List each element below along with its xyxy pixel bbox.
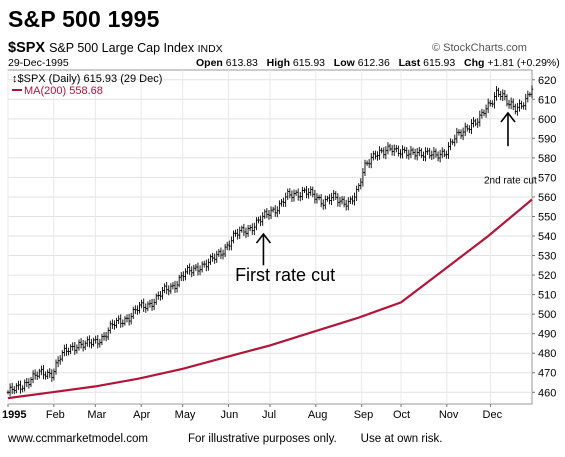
chg-label: Chg (464, 57, 485, 69)
annotation-arrow-head (500, 111, 516, 123)
y-tick-label: 560 (538, 192, 556, 204)
price-bar (530, 85, 534, 99)
high-label: High (266, 57, 290, 69)
y-tick-label: 570 (538, 172, 556, 184)
x-tick-label: 1995 (2, 409, 26, 421)
open-label: Open (196, 57, 223, 69)
ma200-line (7, 198, 533, 400)
chart-title: S&P 500 1995 (8, 6, 160, 32)
last-label: Last (398, 57, 421, 69)
x-tick-label: May (175, 409, 196, 421)
index-name: S&P 500 Large Cap Index (49, 41, 195, 55)
price-chart: 460 470 480 490 500 510 520 530 540 550 560 570 580 5… (2, 69, 556, 421)
x-tick-label: Nov (439, 409, 459, 421)
legend-price: ↕$SPX (Daily) 615.93 (29 Dec) (12, 73, 162, 85)
x-tick-label: Feb (46, 409, 65, 421)
legend-ma: MA(200) 558.68 (24, 85, 103, 97)
x-tick-label: Sep (354, 409, 374, 421)
low-label: Low (333, 57, 355, 69)
y-tick-label: 620 (538, 75, 556, 87)
x-tick-label: Dec (483, 409, 503, 421)
header-symbol-row: $SPX S&P 500 Large Cap Index INDX (8, 40, 223, 56)
y-tick-label: 520 (538, 270, 556, 282)
y-tick-label: 610 (538, 94, 556, 106)
footer: www.ccmmarketmodel.com For illustrative p… (8, 433, 442, 445)
annotation-arrow-head (255, 232, 272, 244)
annotation-label: First rate cut (235, 265, 335, 285)
quote-date: 29-Dec-1995 (8, 57, 69, 69)
x-tick-label: Oct (393, 409, 410, 421)
quote-stats: Open 613.83 High 615.93 Low 612.36 Last … (196, 57, 560, 69)
footer-site: www.ccmmarketmodel.com (8, 433, 148, 445)
footer-note-illustrative: For illustrative purposes only. (187, 433, 337, 445)
x-tick-label: Aug (308, 409, 328, 421)
last-value: 615.93 (423, 57, 456, 69)
y-tick-label: 490 (538, 329, 556, 341)
exchange-label: INDX (197, 43, 223, 55)
annotation-label: 2nd rate cut (484, 175, 537, 186)
y-tick-label: 580 (538, 153, 556, 165)
y-tick-label: 590 (538, 133, 556, 145)
high-value: 615.93 (292, 57, 326, 69)
low-value: 612.36 (357, 57, 390, 69)
y-tick-label: 460 (538, 387, 556, 399)
chg-value: +1.81 (+0.29%) (487, 57, 560, 69)
y-tick-label: 480 (538, 348, 556, 360)
footer-note-risk: Use at own risk. (360, 433, 443, 445)
y-tick-label: 510 (538, 290, 556, 302)
x-tick-label: Jun (221, 409, 239, 421)
y-tick-label: 600 (538, 114, 556, 126)
y-tick-label: 540 (538, 231, 556, 243)
y-tick-label: 550 (538, 211, 556, 223)
x-tick-label: Apr (133, 409, 150, 421)
y-tick-label: 500 (538, 309, 556, 321)
open-value: 613.83 (225, 57, 258, 69)
ticker-symbol: $SPX (8, 40, 46, 56)
x-tick-label: Jul (262, 409, 276, 421)
y-tick-label: 530 (538, 251, 556, 263)
stockcharts-source: © StockCharts.com (432, 42, 527, 54)
y-tick-label: 470 (538, 368, 556, 380)
x-tick-label: Mar (87, 409, 106, 421)
